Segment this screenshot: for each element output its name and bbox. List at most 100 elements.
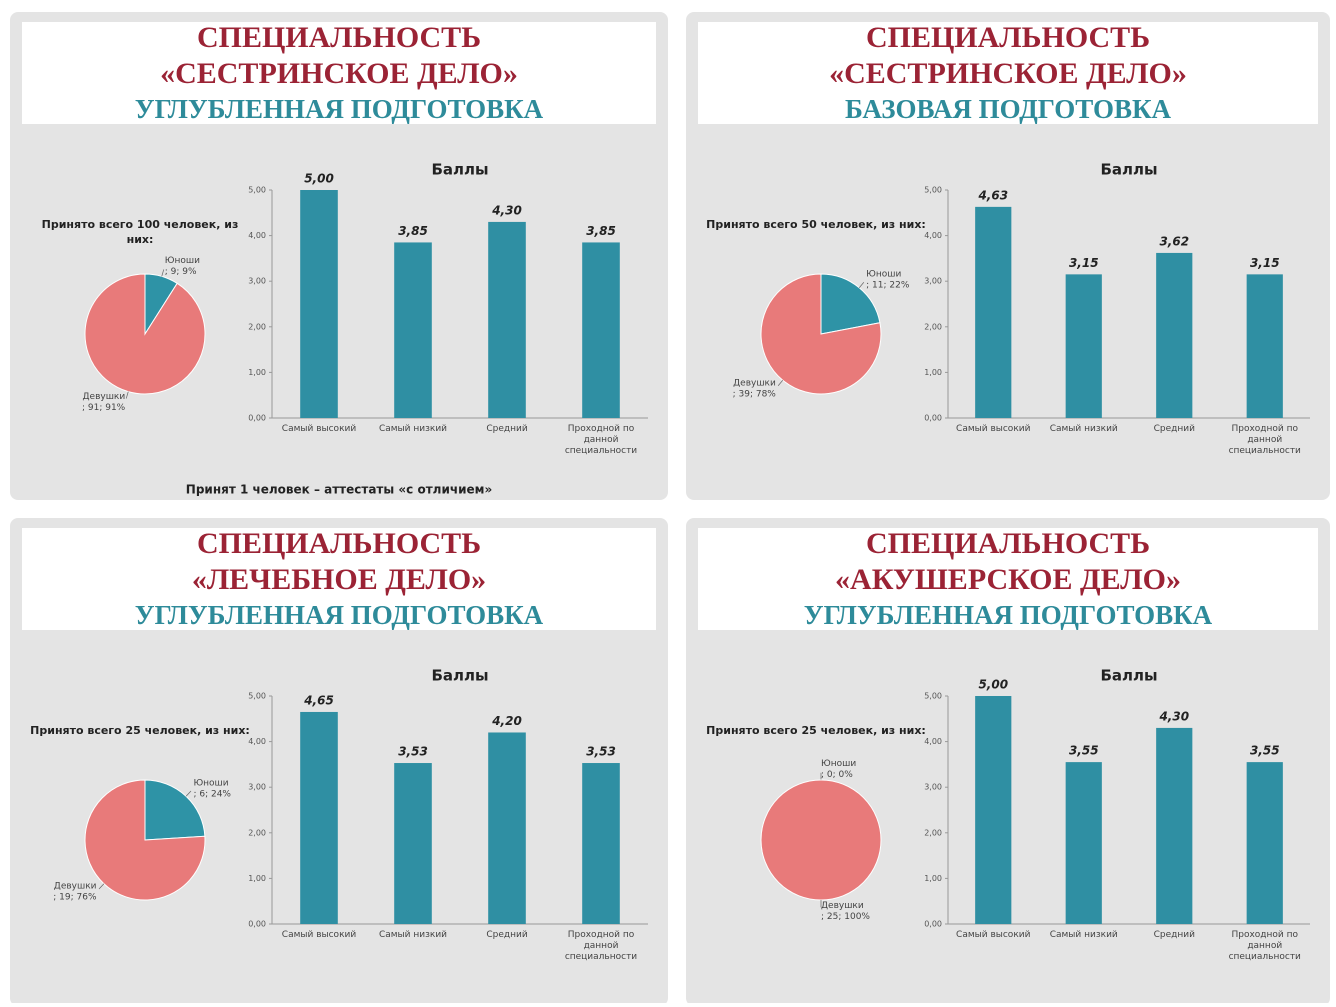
pie-slice: [760, 779, 882, 901]
y-tick-label: 4,00: [248, 231, 266, 240]
bar-value-label: 3,62: [1159, 234, 1189, 248]
y-tick-label: 0,00: [248, 414, 266, 423]
x-tick-label-box: Средний: [1154, 424, 1195, 434]
slide-title: СПЕЦИАЛЬНОСТЬ: [866, 527, 1150, 560]
x-tick-label-box: Самый низкий: [1050, 424, 1118, 434]
pie-slice: [144, 779, 206, 841]
header-box: [22, 528, 656, 630]
slide-title: СПЕЦИАЛЬНОСТЬ: [197, 527, 481, 560]
y-tick-label: 1,00: [924, 874, 942, 883]
pie-slice: [820, 273, 881, 335]
bar: [394, 242, 432, 418]
bar: [300, 190, 338, 418]
y-tick-label: 1,00: [248, 368, 266, 377]
slide-title: СПЕЦИАЛЬНОСТЬ: [197, 21, 481, 54]
x-tick-label-box: Проходной по данной специальности: [1228, 424, 1301, 456]
x-tick-label-box: Проходной по данной специальности: [564, 424, 638, 456]
slide: СПЕЦИАЛЬНОСТЬ«СЕСТРИНСКОЕ ДЕЛО» БАЗОВАЯ П…: [686, 12, 1330, 500]
bar-value-label: 3,15: [1069, 256, 1099, 270]
y-tick-label: 5,00: [924, 186, 942, 195]
y-tick-label: 5,00: [248, 186, 266, 195]
bar-title: Баллы: [431, 161, 488, 179]
y-tick-label: 3,00: [924, 783, 942, 792]
bar: [1065, 274, 1102, 418]
slide-title: «АКУШЕРСКОЕ ДЕЛО»: [835, 563, 1181, 596]
y-tick-label: 4,00: [248, 737, 266, 746]
y-tick-label: 5,00: [924, 692, 942, 701]
leader-line: [858, 281, 865, 288]
bar: [394, 763, 432, 924]
pie-label: Юноши; 6; 24%: [193, 778, 231, 799]
x-tick-label-box: Самый низкий: [378, 424, 448, 434]
x-tick-label-box: Самый высокий: [281, 424, 357, 434]
bar: [488, 732, 526, 924]
x-tick-label-box: Самый низкий: [1050, 930, 1118, 940]
x-tick-label: Проходной по данной специальности: [564, 424, 638, 456]
bar: [1246, 762, 1283, 924]
pie-label-value: ; 39; 78%: [733, 389, 777, 399]
leader-line: [125, 391, 129, 399]
pie-label-category: Юноши: [866, 269, 901, 279]
y-tick-label: 3,00: [248, 783, 266, 792]
bar-title: Баллы: [1100, 667, 1157, 685]
slide-subtitle: УГЛУБЛЕННАЯ ПОДГОТОВКА: [804, 600, 1213, 630]
pie-label-category: Девушки: [83, 391, 126, 401]
x-tick-label-box: Средний: [486, 424, 528, 434]
pie-label-value: ; 0; 0%: [821, 770, 853, 780]
x-tick-label-box: Проходной по данной специальности: [1229, 930, 1301, 962]
bar-value-label: 3,15: [1250, 256, 1280, 270]
y-tick-label: 5,00: [248, 692, 266, 701]
x-tick-label: Самый высокий: [281, 424, 357, 434]
x-tick-label-box: Самый высокий: [281, 930, 357, 940]
x-tick-label: Средний: [486, 930, 528, 940]
y-tick-label: 0,00: [924, 414, 942, 423]
y-tick-label: 0,00: [248, 920, 266, 929]
y-tick-label: 2,00: [924, 828, 942, 837]
x-tick-label: Средний: [486, 424, 528, 434]
y-tick-label: 2,00: [924, 322, 942, 331]
bar: [1246, 274, 1283, 418]
x-tick-label: Самый высокий: [956, 930, 1031, 940]
x-tick-label: Проходной по данной специальности: [1228, 424, 1301, 456]
pie-label: Девушки; 39; 78%: [733, 378, 777, 399]
x-tick-label: Самый высокий: [956, 424, 1031, 434]
bar: [582, 242, 620, 418]
leader-line: [161, 269, 165, 277]
x-tick-label-box: Средний: [486, 930, 528, 940]
slide-subtitle: БАЗОВАЯ ПОДГОТОВКА: [845, 94, 1172, 124]
slide-title: СПЕЦИАЛЬНОСТЬ: [866, 21, 1150, 54]
bar: [1156, 727, 1193, 924]
x-tick-label: Самый низкий: [378, 424, 448, 434]
pie-title: Принято всего 25 человек, из них:: [30, 724, 250, 737]
pie-label: Юноши; 11; 22%: [866, 269, 910, 290]
pie-label-value: ; 25; 100%: [821, 911, 870, 921]
pie-label-category: Юноши: [165, 256, 200, 266]
pie-label: Девушки; 19; 76%: [53, 881, 97, 902]
bar: [488, 221, 526, 418]
bar-value-label: 5,00: [978, 678, 1008, 692]
bar-value-label: 3,55: [1069, 744, 1099, 758]
pie-label-category: Девушки: [733, 378, 776, 388]
slide-subtitle: УГЛУБЛЕННАЯ ПОДГОТОВКА: [135, 94, 544, 124]
x-tick-label-box: Самый высокий: [956, 424, 1031, 434]
x-tick-label: Самый низкий: [378, 930, 448, 940]
pie-label-value: ; 9; 9%: [165, 267, 197, 277]
y-tick-label: 3,00: [924, 277, 942, 286]
x-tick-label: Проходной по данной специальности: [564, 930, 638, 962]
y-tick-label: 4,00: [924, 231, 942, 240]
pie-label-value: ; 91; 91%: [82, 402, 126, 412]
leader-line: [185, 790, 192, 797]
pie-title-box: Принято всего 25 человек, из них:: [30, 724, 250, 737]
leader-line: [98, 883, 105, 890]
bar-title: Баллы: [1100, 161, 1157, 179]
slide-title: «СЕСТРИНСКОЕ ДЕЛО»: [829, 57, 1187, 90]
pie-label-category: Юноши: [193, 778, 228, 788]
pie-label: Юноши; 9; 9%: [165, 256, 200, 277]
leader-line: [777, 380, 784, 387]
pie-label: Девушки; 25; 100%: [821, 900, 870, 921]
slide: СПЕЦИАЛЬНОСТЬ«АКУШЕРСКОЕ ДЕЛО» УГЛУБЛЕННА…: [686, 518, 1330, 1006]
x-tick-label: Самый высокий: [281, 930, 357, 940]
bar-value-label: 4,30: [1158, 709, 1189, 723]
bar: [975, 206, 1012, 418]
bar-value-label: 4,20: [491, 714, 522, 728]
